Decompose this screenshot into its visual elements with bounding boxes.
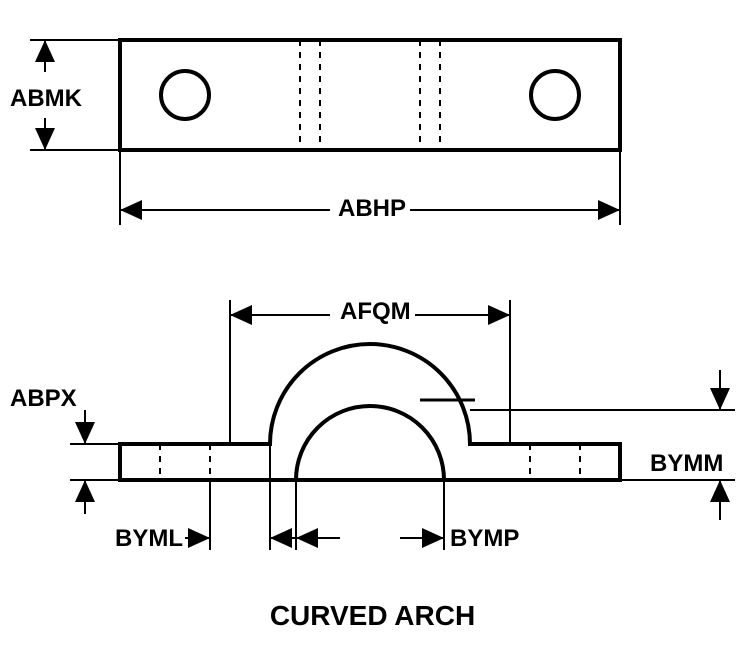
label-abpx: ABPX xyxy=(10,385,77,413)
label-bymp: BYMP xyxy=(450,525,519,553)
hole-left xyxy=(161,71,209,119)
label-abmk: ABMK xyxy=(10,85,82,113)
label-byml: BYML xyxy=(115,525,183,553)
hole-right xyxy=(531,71,579,119)
label-abhp: ABHP xyxy=(338,195,406,223)
diagram-title: CURVED ARCH xyxy=(0,600,745,632)
dim-abpx xyxy=(70,410,120,514)
top-view xyxy=(120,40,620,150)
dim-byml xyxy=(185,444,295,550)
dim-bymp xyxy=(296,480,444,550)
label-bymm: BYMM xyxy=(650,450,723,478)
diagram-svg xyxy=(0,0,745,662)
side-view xyxy=(120,344,620,480)
label-afqm: AFQM xyxy=(340,298,411,326)
